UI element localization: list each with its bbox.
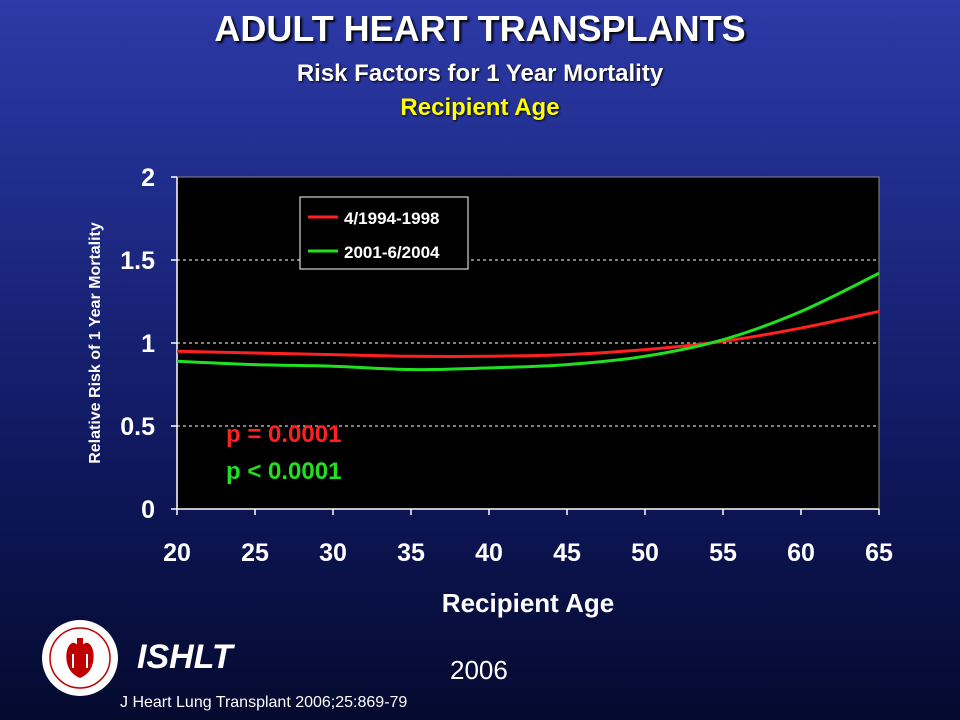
series-line-1 <box>176 309 880 358</box>
y-tick-label: 0.5 <box>120 413 155 441</box>
y-tick-label: 0 <box>141 496 155 524</box>
x-tick-label: 60 <box>787 539 815 567</box>
p-value-annotation: p = 0.0001 <box>226 421 341 448</box>
legend-label: 2001-6/2004 <box>344 243 440 262</box>
p-value-annotation: p < 0.0001 <box>226 458 341 485</box>
x-tick-label: 25 <box>241 539 269 567</box>
series-line-2 <box>176 271 880 372</box>
x-tick-label: 40 <box>475 539 503 567</box>
legend-box <box>299 196 469 270</box>
ishlt-logo-icon <box>42 620 118 696</box>
y-tick-label: 1 <box>141 330 155 358</box>
legend-label: 4/1994-1998 <box>344 209 439 228</box>
x-tick-label: 20 <box>163 539 191 567</box>
y-axis-title: Relative Risk of 1 Year Mortality <box>87 222 104 464</box>
x-tick-label: 50 <box>631 539 659 567</box>
x-tick-label: 45 <box>553 539 581 567</box>
year-label: 2006 <box>450 655 508 685</box>
y-tick-label: 1.5 <box>120 247 155 275</box>
slide-variable: Recipient Age <box>400 94 560 121</box>
org-name: ISHLT <box>137 638 233 676</box>
x-tick-label: 65 <box>865 539 893 567</box>
x-axis-title: Recipient Age <box>442 588 614 618</box>
slide-title: ADULT HEART TRANSPLANTS <box>214 8 746 49</box>
slide-subtitle: Risk Factors for 1 Year Mortality <box>296 60 664 87</box>
x-tick-label: 55 <box>709 539 737 567</box>
x-tick-label: 35 <box>397 539 425 567</box>
citation: J Heart Lung Transplant 2006;25:869-79 <box>120 694 408 711</box>
y-tick-label: 2 <box>141 164 155 192</box>
x-tick-label: 30 <box>319 539 347 567</box>
